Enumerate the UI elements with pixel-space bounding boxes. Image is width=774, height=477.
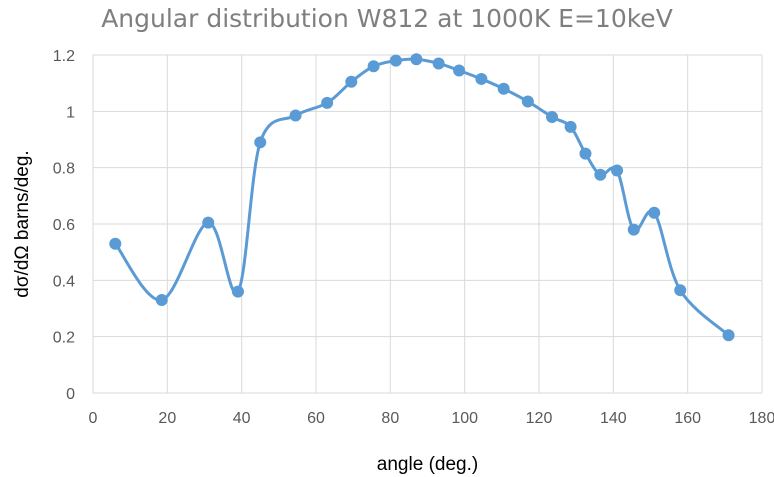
series-line [114, 57, 730, 337]
data-point [231, 285, 244, 298]
y-tick-label: 0.4 [53, 273, 75, 290]
gridlines [92, 54, 763, 394]
data-point [321, 96, 334, 109]
data-point [254, 136, 267, 149]
y-tick-label: 0.2 [53, 330, 75, 347]
data-point [345, 75, 358, 88]
y-tick-label: 1.2 [53, 48, 75, 65]
y-tick-label: 0 [66, 386, 75, 403]
x-axis-title: angle (deg.) [377, 454, 478, 475]
y-tick-label: 0.6 [53, 217, 75, 234]
x-tick-label: 120 [526, 410, 553, 427]
y-tick-labels: 0 0.2 0.4 0.6 0.8 1 1.2 [53, 48, 75, 403]
data-point [453, 64, 466, 77]
data-point [627, 223, 640, 236]
x-tick-label: 0 [89, 410, 98, 427]
data-point [648, 206, 661, 219]
x-tick-label: 140 [600, 410, 627, 427]
data-point [611, 164, 624, 177]
data-point [497, 82, 510, 95]
x-tick-label: 80 [381, 410, 399, 427]
data-point [410, 53, 423, 66]
x-tick-label: 40 [233, 410, 251, 427]
x-tick-label: 100 [451, 410, 478, 427]
x-tick-labels: 0 20 40 60 80 100 120 140 160 180 [89, 410, 774, 427]
data-point [579, 147, 592, 160]
data-point [389, 54, 402, 67]
data-point [564, 120, 577, 133]
data-point [546, 110, 559, 123]
x-tick-label: 20 [158, 410, 176, 427]
data-point [109, 237, 122, 250]
y-axis-title: dσ/dΩ barns/deg. [12, 150, 33, 297]
data-point [155, 294, 168, 307]
data-point [202, 216, 215, 229]
data-point [674, 284, 687, 297]
data-point [289, 109, 302, 122]
x-tick-label: 60 [307, 410, 325, 427]
data-point [722, 329, 735, 342]
x-tick-label: 160 [674, 410, 701, 427]
data-point [475, 72, 488, 85]
data-point [521, 95, 534, 108]
chart-title: Angular distribution W812 at 1000K E=10k… [101, 4, 673, 33]
y-tick-label: 1 [66, 104, 75, 121]
data-point [594, 168, 607, 181]
data-point [367, 60, 380, 73]
y-tick-label: 0.8 [53, 161, 75, 178]
data-points [109, 53, 735, 342]
data-point [432, 57, 445, 70]
x-tick-label: 180 [749, 410, 774, 427]
